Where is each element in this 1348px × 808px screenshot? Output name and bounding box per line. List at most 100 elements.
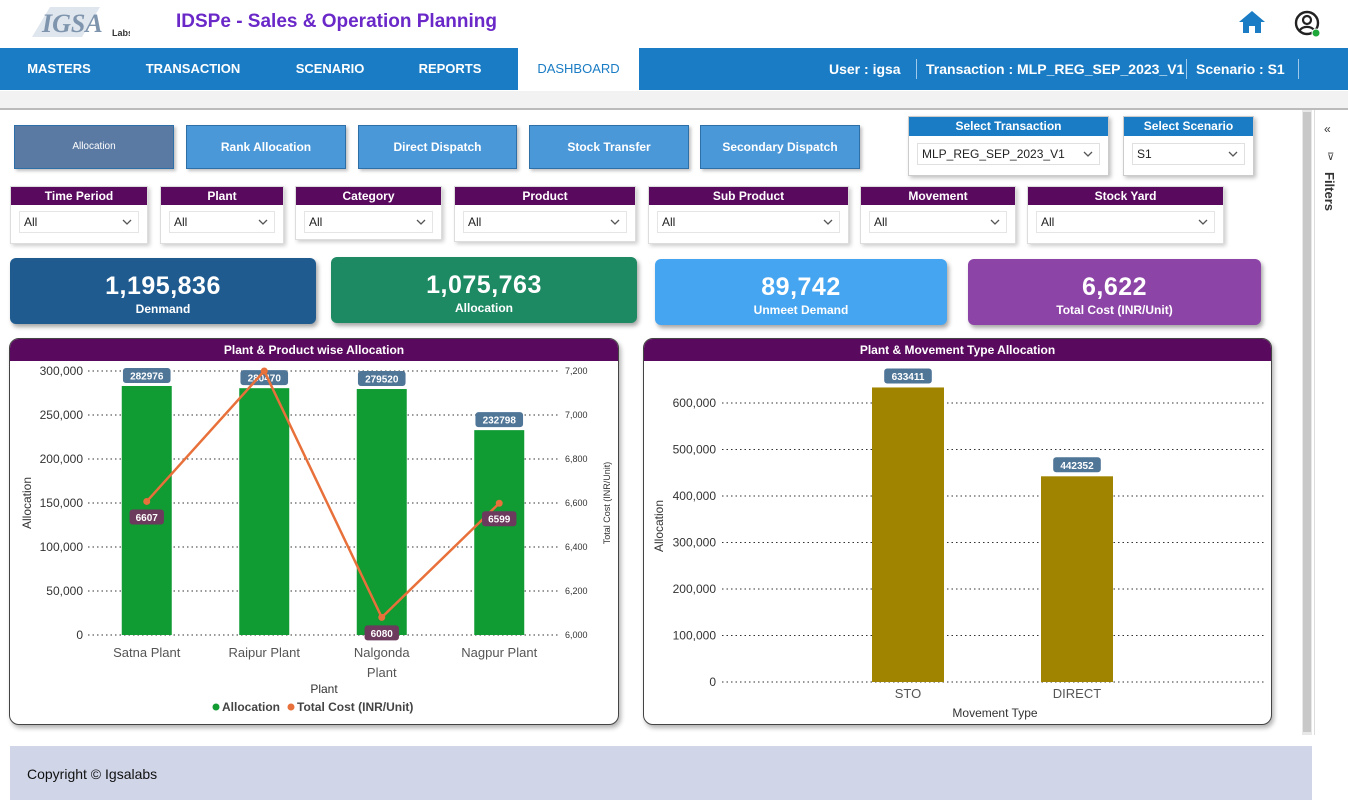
select-transaction: Select Transaction MLP_REG_SEP_2023_V1: [908, 116, 1109, 176]
y-tick-label: 300,000: [673, 536, 717, 550]
svg-text:Labs: Labs: [112, 28, 130, 38]
bar-value-label: 280470: [248, 374, 282, 385]
kpi-value: 1,195,836: [105, 272, 221, 300]
filter-movement: Movement All: [860, 186, 1016, 244]
bar-value-label: 633411: [892, 372, 925, 383]
x-tick-label: Nagpur Plant: [461, 645, 537, 660]
line-value-label-bg: [482, 511, 517, 527]
nav-separator: [1186, 59, 1187, 79]
kpi-allocation: 1,075,763 Allocation: [331, 257, 637, 323]
y-tick-label: 250,000: [40, 408, 84, 422]
bar-movement-allocation: [872, 387, 944, 682]
x-tick-label: Satna Plant: [113, 645, 181, 660]
line-point: [143, 497, 151, 505]
y-tick-label: 50,000: [46, 584, 83, 598]
filter-dropdown[interactable]: All: [169, 211, 275, 233]
app-title: IDSPe - Sales & Operation Planning: [176, 11, 497, 32]
filter-title: Product: [455, 187, 635, 205]
bar-value-label-bg: [357, 371, 406, 387]
chevron-down-icon: [1198, 219, 1208, 225]
filter-dropdown[interactable]: All: [869, 211, 1007, 233]
scrollbar-thumb[interactable]: [1303, 112, 1311, 732]
filter-dropdown[interactable]: All: [1036, 211, 1215, 233]
y2-tick-label: 6,200: [565, 586, 588, 596]
y-axis-title: Allocation: [652, 500, 666, 552]
kpi-label: Allocation: [454, 301, 513, 315]
footer: Copyright © Igsalabs: [10, 746, 1312, 800]
filter-dropdown[interactable]: All: [657, 211, 840, 233]
tab-secondary-dispatch[interactable]: Secondary Dispatch: [700, 125, 860, 169]
nav-masters[interactable]: MASTERS: [27, 61, 91, 76]
user-profile-icon[interactable]: [1294, 10, 1322, 38]
x-axis-title: Movement Type: [952, 706, 1037, 720]
filter-dropdown[interactable]: All: [304, 211, 433, 233]
y-tick-label: 0: [76, 628, 83, 642]
tab-allocation[interactable]: Allocation: [14, 125, 174, 169]
filter-title: Movement: [861, 187, 1015, 205]
line-value-label: 6080: [371, 629, 394, 640]
current-transaction: Transaction : MLP_REG_SEP_2023_V1: [926, 61, 1185, 77]
select-scenario: Select Scenario S1: [1123, 116, 1254, 176]
y2-tick-label: 7,000: [565, 410, 588, 420]
filter-value: All: [662, 215, 676, 229]
tab-stock-transfer[interactable]: Stock Transfer: [529, 125, 689, 169]
filter-title: Sub Product: [649, 187, 848, 205]
bar-value-label-bg: [122, 367, 171, 383]
chart-movement-allocation: 0 100,000 200,000 300,000 400,000 500,000 600,…: [643, 338, 1272, 725]
home-icon[interactable]: [1238, 9, 1266, 35]
line-point: [260, 367, 268, 375]
chevron-down-icon: [990, 219, 1000, 225]
kpi-value: 6,622: [1081, 273, 1148, 301]
select-scenario-dropdown[interactable]: S1: [1132, 143, 1245, 165]
chevron-down-icon: [416, 219, 426, 225]
y2-tick-label: 6,800: [565, 454, 588, 464]
current-user: User : igsa: [829, 61, 901, 77]
x-tick-label: Plant: [367, 665, 397, 680]
nav-separator: [916, 59, 917, 79]
nav-transaction[interactable]: TRANSACTION: [145, 61, 241, 76]
filter-value: All: [24, 215, 38, 229]
y2-tick-label: 6,000: [565, 630, 588, 640]
filter-dropdown[interactable]: All: [19, 211, 139, 233]
tab-rank-allocation[interactable]: Rank Allocation: [186, 125, 346, 169]
filter-dropdown[interactable]: All: [463, 211, 627, 233]
y-tick-label: 200,000: [40, 452, 84, 466]
filters-pane-label[interactable]: Filters: [1322, 172, 1337, 212]
x-tick-label: Raipur Plant: [228, 645, 300, 660]
filter-title: Time Period: [11, 187, 147, 205]
filter-title: Category: [296, 187, 441, 205]
filters-pane[interactable]: [1314, 110, 1348, 735]
nav-dashboard[interactable]: DASHBOARD: [518, 48, 639, 90]
kpi-value: 89,742: [761, 273, 841, 301]
tab-direct-dispatch[interactable]: Direct Dispatch: [358, 125, 517, 169]
nav-scenario[interactable]: SCENARIO: [295, 61, 365, 76]
line-point: [495, 499, 503, 507]
legend-allocation: Allocation: [222, 700, 280, 714]
bar-value-label-bg: [475, 412, 524, 428]
chevron-down-icon: [1228, 151, 1238, 157]
line-value-label-bg: [364, 625, 399, 641]
y-tick-label: 400,000: [673, 489, 717, 503]
kpi-total-cost: 6,622 Total Cost (INR/Unit): [968, 259, 1261, 325]
select-transaction-title: Select Transaction: [909, 117, 1108, 136]
select-transaction-dropdown[interactable]: MLP_REG_SEP_2023_V1: [917, 143, 1100, 165]
nav-reports[interactable]: REPORTS: [418, 61, 482, 76]
filter-value: All: [174, 215, 188, 229]
filter-value: All: [1041, 215, 1055, 229]
bar-value-label-bg: [1053, 457, 1101, 473]
y2-axis-title: Total Cost (INR/Unit): [602, 462, 612, 545]
line-value-label-bg: [129, 509, 164, 525]
chevron-down-icon: [258, 219, 268, 225]
chart-title: Plant & Product wise Allocation: [10, 339, 618, 361]
y-tick-label: 200,000: [673, 582, 717, 596]
filter-title: Plant: [161, 187, 283, 205]
bar-value-label: 282976: [130, 371, 164, 382]
x-tick-label: STO: [895, 686, 922, 701]
y2-tick-label: 6,400: [565, 542, 588, 552]
x-tick-label: DIRECT: [1053, 686, 1101, 701]
collapse-chevrons-icon[interactable]: «: [1324, 122, 1331, 136]
top-header: IGSA Labs IDSPe - Sales & Operation Plan…: [0, 0, 1348, 48]
x-axis-title: Plant: [310, 682, 338, 696]
y-tick-label: 100,000: [673, 629, 717, 643]
